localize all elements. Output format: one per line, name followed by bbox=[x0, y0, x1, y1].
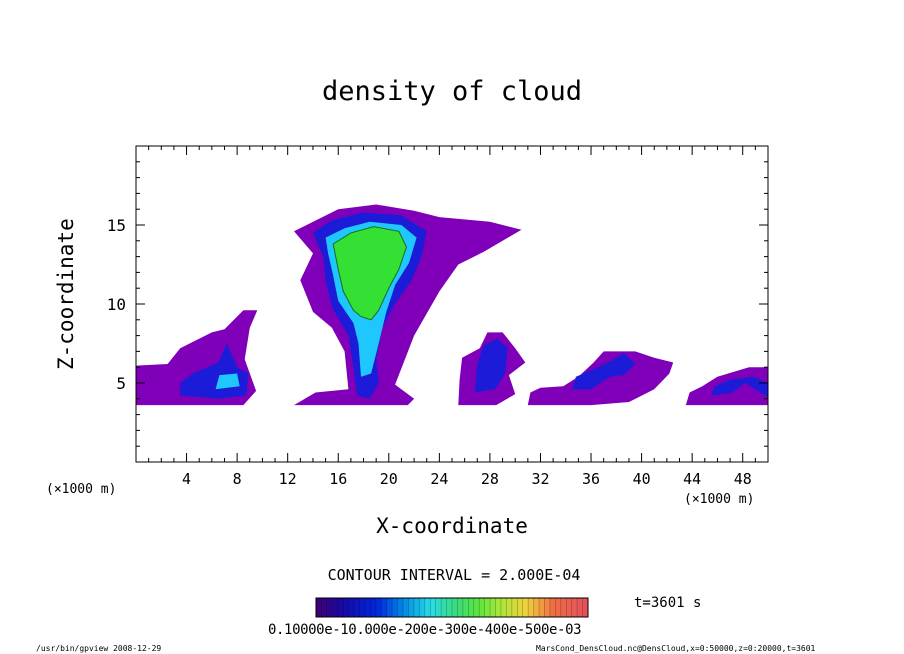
colorbar-cell bbox=[479, 598, 485, 617]
x-tick-label: 44 bbox=[683, 470, 701, 488]
colorbar-cell bbox=[424, 598, 431, 617]
x-unit-note-right: (×1000 m) bbox=[684, 492, 755, 507]
colorbar-cell bbox=[528, 598, 534, 617]
cloud-4-core bbox=[572, 353, 636, 390]
y-tick-label: 10 bbox=[107, 295, 126, 314]
cloud-5-core bbox=[711, 376, 768, 398]
cloud-2-core bbox=[332, 226, 408, 321]
colorbar-cell bbox=[566, 598, 572, 617]
footer-data-source: MarsCond_DensCloud.nc@DensCloud,x=0:5000… bbox=[536, 644, 816, 653]
colorbar-cell bbox=[332, 598, 339, 617]
colorbar-cell bbox=[430, 598, 436, 617]
colorbar-cell bbox=[321, 598, 328, 617]
colorbar-cell bbox=[408, 598, 415, 617]
colorbar-tick-labels: 0.10000e-10.000e-200e-300e-400e-500e-03 bbox=[268, 622, 582, 638]
colorbar-cell bbox=[364, 598, 371, 617]
y-tick-label: 15 bbox=[107, 216, 126, 235]
colorbar-cell bbox=[473, 598, 480, 617]
colorbar-cell bbox=[582, 598, 589, 617]
colorbar-cell bbox=[348, 598, 355, 617]
plot-area bbox=[136, 204, 768, 406]
colorbar-cell bbox=[549, 598, 556, 617]
colorbar-cell bbox=[343, 598, 349, 617]
colorbar-cell bbox=[539, 598, 545, 617]
colorbar-frame bbox=[315, 597, 589, 618]
colorbar-cell bbox=[522, 598, 529, 617]
colorbar-cell bbox=[560, 598, 567, 617]
colorbar-cell bbox=[419, 598, 426, 617]
colorbar-cell bbox=[533, 598, 540, 617]
x-tick-label: 40 bbox=[633, 470, 651, 488]
colorbar-cell bbox=[490, 598, 496, 617]
x-tick-label: 32 bbox=[531, 470, 549, 488]
colorbar-cell bbox=[571, 598, 578, 617]
x-tick-label: 48 bbox=[734, 470, 752, 488]
colorbar bbox=[315, 597, 589, 618]
x-tick-label: 36 bbox=[582, 470, 600, 488]
colorbar-cell bbox=[403, 598, 409, 617]
colorbar-cell bbox=[544, 598, 551, 617]
x-tick-label: 16 bbox=[329, 470, 347, 488]
colorbar-cell bbox=[577, 598, 583, 617]
x-tick-label: 24 bbox=[430, 470, 448, 488]
colorbar-cell bbox=[354, 598, 360, 617]
colorbar-cell bbox=[457, 598, 464, 617]
colorbar-cell bbox=[511, 598, 518, 617]
colorbar-cell bbox=[397, 598, 404, 617]
colorbar-cell bbox=[381, 598, 388, 617]
plot-frame bbox=[135, 145, 769, 463]
y-axis-label: Z-coordinate bbox=[54, 218, 78, 370]
colorbar-cell bbox=[359, 598, 366, 617]
colorbar-cell bbox=[495, 598, 502, 617]
x-tick-label: 20 bbox=[380, 470, 398, 488]
x-tick-label: 4 bbox=[182, 470, 191, 488]
colorbar-cell bbox=[506, 598, 513, 617]
colorbar-cell bbox=[555, 598, 562, 617]
colorbar-cell bbox=[316, 598, 322, 617]
x-tick-label: 8 bbox=[233, 470, 242, 488]
colorbar-cell bbox=[517, 598, 524, 617]
footer-program-info: /usr/bin/gpview 2008-12-29 bbox=[36, 644, 162, 653]
colorbar-cell bbox=[446, 598, 453, 617]
colorbar-cell bbox=[500, 598, 507, 617]
colorbar-cell bbox=[441, 598, 447, 617]
colorbar-cell bbox=[370, 598, 377, 617]
x-tick-label: 12 bbox=[279, 470, 297, 488]
colorbar-cell bbox=[392, 598, 398, 617]
colorbar-cell bbox=[468, 598, 475, 617]
cloud-3-core bbox=[474, 338, 508, 393]
contour-interval-label: CONTOUR INTERVAL = 2.000E-04 bbox=[327, 566, 581, 584]
x-unit-note-left: (×1000 m) bbox=[46, 482, 117, 497]
colorbar-cell bbox=[375, 598, 382, 617]
colorbar-cell bbox=[462, 598, 469, 617]
colorbar-cell bbox=[386, 598, 393, 617]
time-label: t=3601 s bbox=[634, 595, 702, 611]
x-tick-label: 28 bbox=[481, 470, 499, 488]
colorbar-cell bbox=[326, 598, 333, 617]
cloud-1-inner bbox=[215, 373, 240, 390]
colorbar-cell bbox=[484, 598, 491, 617]
y-tick-label: 5 bbox=[116, 374, 126, 393]
colorbar-cell bbox=[337, 598, 344, 617]
colorbar-cell bbox=[435, 598, 442, 617]
x-axis-label: X-coordinate bbox=[376, 514, 528, 538]
colorbar-cell bbox=[452, 598, 458, 617]
colorbar-cell bbox=[413, 598, 420, 617]
chart-title: density of cloud bbox=[321, 76, 583, 107]
